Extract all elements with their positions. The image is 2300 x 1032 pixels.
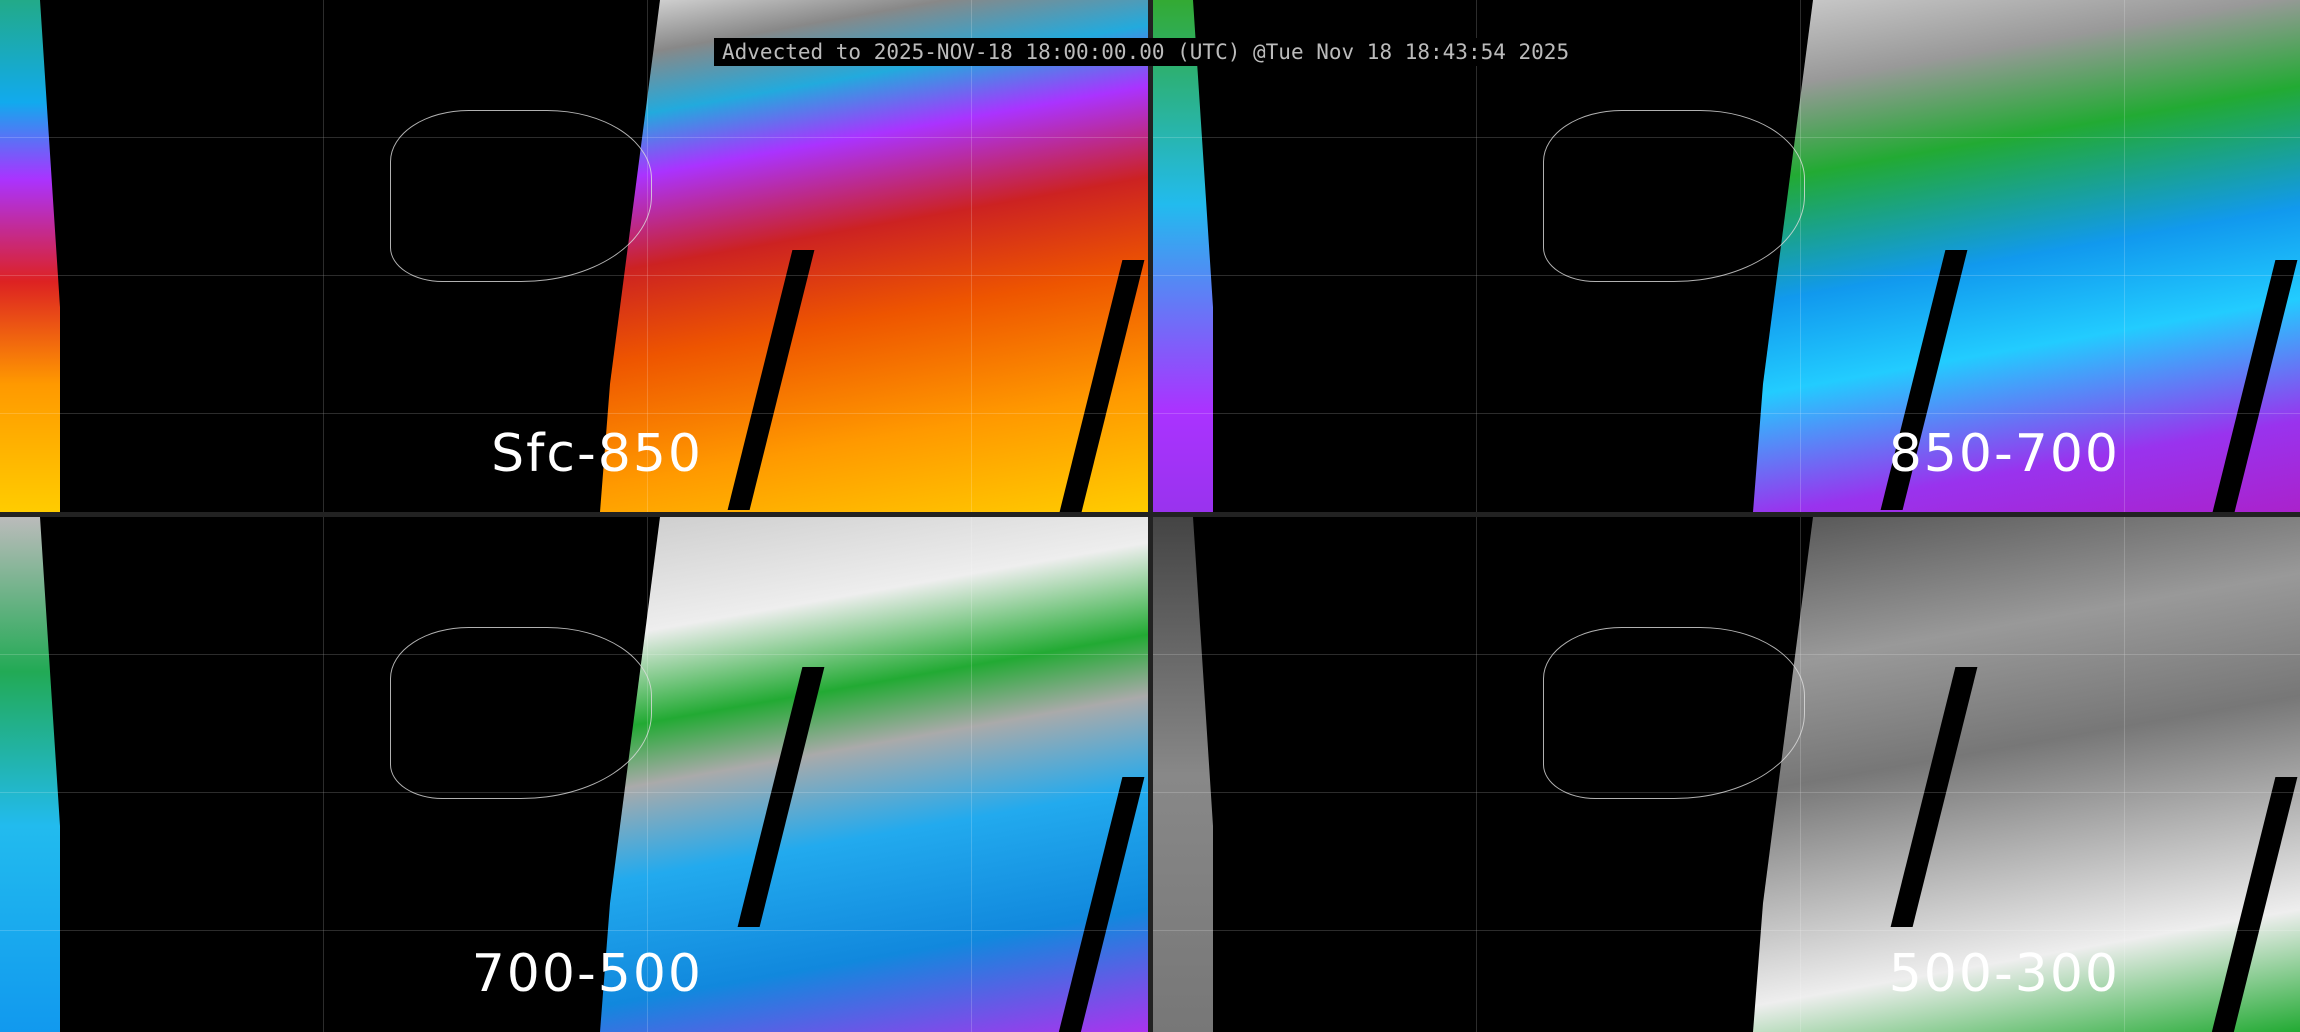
timestamp-title: Advected to 2025-NOV-18 18:00:00.00 (UTC…: [714, 38, 1578, 66]
map-outline: [390, 627, 652, 799]
panel-divider: [0, 512, 2300, 517]
map-outline: [1543, 627, 1805, 799]
layer-label: 850-700: [1888, 424, 2120, 484]
lat-lon-grid: [1153, 517, 2300, 1032]
map-outline: [390, 110, 652, 282]
map-outline: [1543, 110, 1805, 282]
satellite-imagery: [1753, 517, 2300, 1032]
layer-label: 700-500: [471, 944, 703, 1004]
layer-panel-700-500: 700-500: [0, 517, 1148, 1032]
layer-label: 500-300: [1888, 944, 2120, 1004]
lat-lon-grid: [0, 0, 1148, 512]
layer-label: Sfc-850: [491, 424, 703, 484]
layer-panel-500-300: 500-300: [1153, 517, 2300, 1032]
lat-lon-grid: [1153, 0, 2300, 512]
satellite-imagery: [600, 517, 1148, 1032]
satellite-imagery: [600, 0, 1148, 512]
satellite-imagery: [1753, 0, 2300, 512]
lat-lon-grid: [0, 517, 1148, 1032]
layer-panel-850-700: 850-700: [1153, 0, 2300, 512]
layer-panel-sfc-850: Sfc-850: [0, 0, 1148, 512]
